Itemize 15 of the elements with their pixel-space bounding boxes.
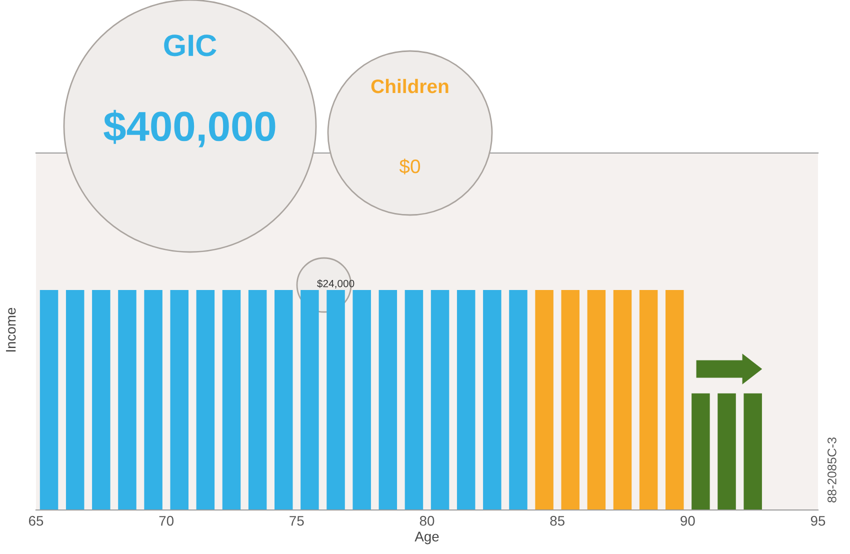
- x-tick-label: 75: [290, 516, 304, 526]
- text: 88-2085C-3: [828, 438, 836, 502]
- x-axis-title: Age: [414, 532, 439, 544]
- text: $400,000: [104, 110, 276, 148]
- annotation: $24,000: [317, 279, 354, 288]
- text: GIC: [164, 34, 216, 56]
- x-tick-label: 95: [810, 516, 826, 526]
- text: $0: [399, 158, 420, 174]
- text: Children: [371, 78, 448, 94]
- x-tick-label: 85: [550, 516, 564, 526]
- x-tick-label: 80: [420, 516, 434, 526]
- y-axis-title: Income: [6, 308, 16, 352]
- x-tick-label: 90: [680, 516, 695, 526]
- x-tick-label: 65: [28, 516, 44, 526]
- x-tick-label: 70: [159, 516, 174, 526]
